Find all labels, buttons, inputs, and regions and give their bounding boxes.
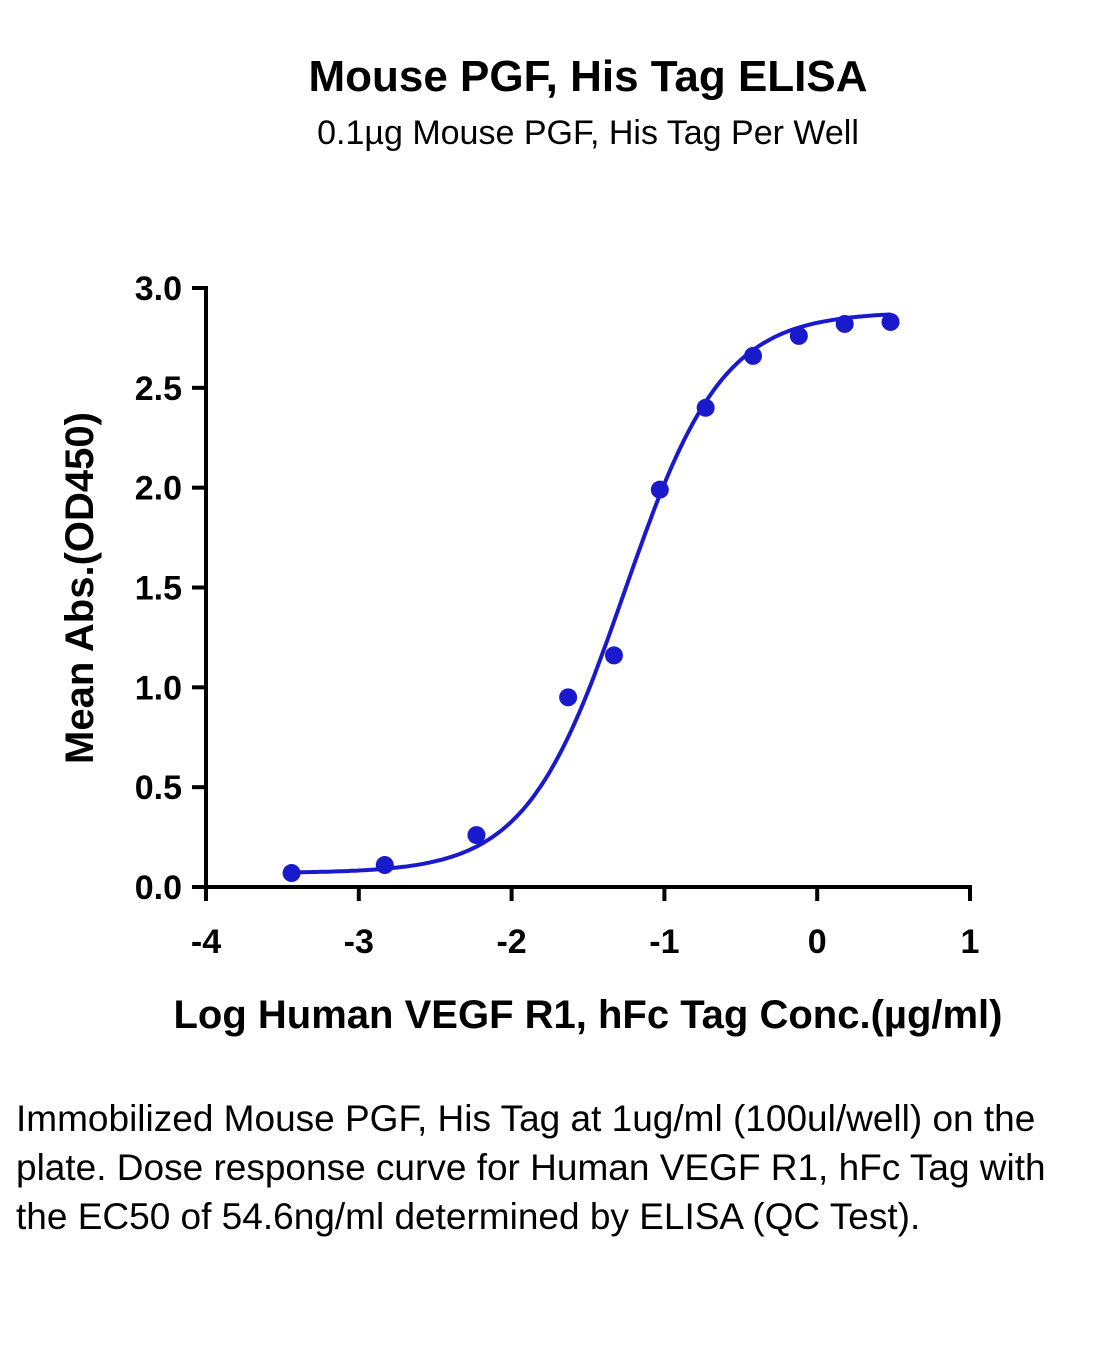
y-tick-label: 2.5: [135, 370, 182, 408]
data-point: [744, 346, 763, 365]
chart-title: Mouse PGF, His Tag ELISA: [308, 52, 868, 101]
elisa-chart: -4 -3 -2 -1 0 1 0.0 0.5 1.0 1.5 2.0 2.5 3.0 Mean Abs…: [58, 270, 1003, 1037]
y-tick-label: 1.0: [135, 669, 182, 707]
x-tick-label: -2: [496, 923, 526, 961]
x-tick-label: 0: [808, 923, 827, 961]
x-tick-label: -3: [344, 923, 374, 961]
figure-caption: Immobilized Mouse PGF, His Tag at 1ug/ml…: [16, 1098, 1046, 1237]
data-point: [696, 398, 715, 417]
data-point: [881, 312, 900, 331]
y-tick-label: 1.5: [135, 570, 182, 608]
data-point: [604, 646, 623, 665]
y-tick-label: 0.5: [135, 769, 182, 807]
x-tick-label: 1: [961, 923, 980, 961]
data-point: [375, 856, 394, 875]
chart-subtitle: 0.1µg Mouse PGF, His Tag Per Well: [317, 114, 859, 152]
y-tick-label: 0.0: [135, 869, 182, 907]
data-point: [467, 826, 486, 845]
y-axis-label: Mean Abs.(OD450): [58, 412, 102, 764]
y-tick-label: 2.0: [135, 470, 182, 508]
axes: [204, 286, 972, 889]
x-axis-label: Log Human VEGF R1, hFc Tag Conc.(µg/ml): [174, 993, 1003, 1037]
data-point: [650, 480, 669, 499]
data-point: [282, 864, 301, 883]
x-tick-label: -4: [191, 923, 221, 961]
data-points: [282, 312, 900, 883]
x-tick-label: -1: [649, 923, 679, 961]
fit-curve: [291, 312, 891, 875]
y-tick-label: 3.0: [135, 270, 182, 308]
data-point: [835, 314, 854, 333]
ticks: -4 -3 -2 -1 0 1 0.0 0.5 1.0 1.5 2.0 2.5 3.0: [135, 270, 980, 961]
data-point: [559, 688, 578, 707]
data-point: [789, 326, 808, 345]
